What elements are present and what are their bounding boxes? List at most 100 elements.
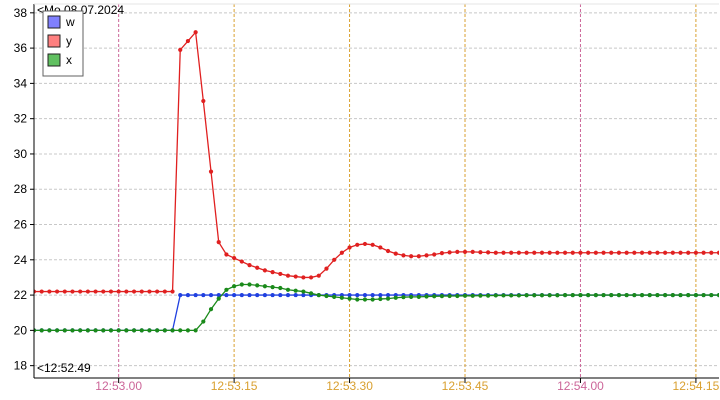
data-point-x	[208, 307, 214, 312]
data-point-x	[255, 283, 260, 288]
data-point-x	[532, 293, 537, 298]
data-point-w	[378, 292, 383, 298]
data-point-w	[185, 292, 191, 298]
data-point-y	[478, 250, 483, 255]
data-point-y	[701, 250, 706, 255]
data-point-x	[670, 292, 675, 298]
data-point-x	[155, 328, 160, 333]
data-point-w	[193, 292, 198, 298]
data-point-y	[632, 250, 637, 255]
data-point-y	[39, 289, 44, 294]
data-point-y	[439, 250, 445, 256]
y-tick-label: 30	[14, 147, 28, 161]
data-point-w	[355, 292, 360, 298]
data-point-x	[93, 328, 98, 333]
data-point-y	[401, 253, 406, 258]
data-point-w	[247, 292, 252, 298]
data-point-y	[555, 250, 560, 255]
y-tick-label: 20	[14, 323, 28, 337]
data-point-x	[493, 293, 498, 298]
data-point-x	[501, 293, 506, 298]
data-point-x	[270, 285, 275, 290]
data-point-x	[224, 287, 229, 292]
data-point-x	[301, 289, 306, 294]
data-point-y	[601, 250, 606, 255]
data-point-x	[409, 294, 414, 299]
data-point-y	[270, 270, 275, 275]
data-point-x	[601, 292, 606, 298]
data-point-x	[686, 292, 691, 298]
data-point-y	[34, 289, 37, 294]
data-point-y	[593, 250, 598, 255]
data-point-y	[101, 289, 106, 294]
data-point-w	[278, 292, 283, 298]
data-point-w	[347, 292, 352, 298]
data-point-w	[370, 292, 375, 298]
data-point-y	[716, 250, 719, 255]
data-point-x	[578, 292, 583, 298]
data-point-x	[462, 293, 468, 298]
data-point-x	[34, 328, 37, 333]
axis-layer: 18 20 22 24 26 28 30 32 34 36 38 12:53.00 12:53.15 12…	[14, 3, 720, 393]
data-point-y	[663, 250, 668, 255]
data-point-x	[701, 292, 706, 298]
data-point-y	[93, 289, 98, 294]
data-point-w	[255, 292, 260, 298]
data-point-w	[201, 292, 206, 298]
data-point-y	[524, 250, 529, 255]
data-point-y	[85, 289, 90, 294]
y-tick-label: 28	[14, 182, 28, 196]
data-point-w	[216, 292, 221, 298]
data-point-y	[332, 257, 337, 262]
data-point-y	[247, 262, 252, 268]
data-point-y	[609, 250, 614, 255]
y-tick-label: 38	[14, 6, 28, 20]
data-point-x	[47, 328, 52, 333]
y-tick-label: 36	[14, 41, 28, 55]
data-point-x	[570, 292, 575, 298]
data-point-y	[301, 275, 306, 280]
series-layer	[34, 30, 719, 333]
legend-label-x: x	[66, 53, 72, 67]
data-point-y	[455, 249, 460, 254]
data-point-x	[170, 328, 175, 333]
data-point-y	[562, 250, 568, 255]
data-point-x	[709, 292, 714, 298]
data-point-y	[470, 249, 475, 254]
data-point-x	[285, 287, 291, 292]
data-point-y	[308, 275, 314, 280]
data-point-y	[586, 250, 591, 255]
data-point-x	[509, 293, 514, 298]
data-point-x	[455, 293, 460, 299]
data-point-y	[62, 289, 67, 294]
data-point-x	[178, 328, 183, 333]
data-point-x	[678, 292, 683, 298]
data-point-w	[301, 292, 306, 298]
data-point-y	[170, 289, 175, 294]
data-point-x	[162, 328, 167, 333]
data-point-y	[362, 241, 368, 247]
data-point-y	[155, 289, 160, 294]
data-point-y	[70, 289, 75, 294]
data-point-y	[539, 250, 545, 255]
data-point-y	[424, 253, 429, 258]
x-tick-label: 12:53.30	[326, 379, 373, 393]
y-tick-label: 22	[14, 288, 28, 302]
data-point-x	[116, 328, 121, 333]
data-point-y	[147, 289, 152, 294]
data-point-y	[409, 254, 414, 259]
y-tick-label: 26	[14, 218, 28, 232]
data-point-x	[547, 293, 552, 298]
data-point-y	[462, 249, 468, 254]
grid-layer	[34, 4, 719, 378]
data-point-y	[432, 252, 437, 257]
data-point-x	[139, 328, 144, 333]
data-point-y	[486, 250, 491, 255]
data-point-x	[655, 292, 660, 298]
legend-swatch-y	[47, 34, 61, 48]
data-point-x	[370, 297, 375, 302]
data-point-x	[62, 328, 67, 333]
data-point-x	[185, 328, 191, 333]
